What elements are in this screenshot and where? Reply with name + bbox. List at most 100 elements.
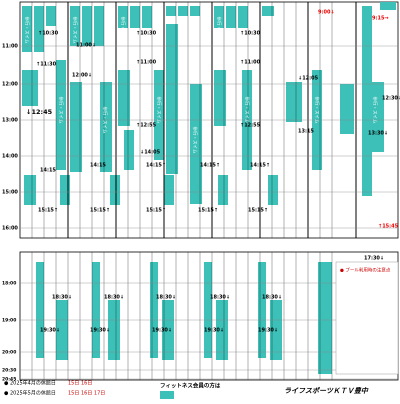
time-label: 18:00	[2, 281, 16, 287]
brand: ライフスポーツＫＴＶ豊中	[284, 386, 369, 395]
activity-block	[226, 6, 236, 28]
time-marker: 19:30↓	[204, 328, 224, 334]
fitness-note: フィットネス会員の方は	[160, 382, 221, 390]
activity-block	[258, 262, 266, 358]
time-label: 20:45	[2, 377, 16, 383]
activity-block	[110, 175, 120, 205]
time-marker: 19:30↓	[152, 328, 172, 334]
lane-label: 歩行・スイム	[24, 17, 31, 44]
time-marker: ↓12:05	[298, 76, 319, 82]
holiday-may-days: 15日 16日 17日	[68, 391, 105, 397]
time-label: 13:00	[2, 118, 18, 124]
activity-block	[238, 6, 248, 28]
activity-block	[268, 175, 278, 205]
time-marker: ↑12:55	[240, 123, 261, 129]
lane-label: 歩行・スイム	[192, 127, 199, 154]
lane-label: 歩行・スイム	[102, 107, 109, 134]
activity-block	[56, 60, 66, 170]
time-marker: 18:30↓	[52, 295, 72, 301]
activity-block	[92, 262, 100, 358]
activity-block	[162, 300, 174, 360]
lane-label: 歩行・スイム	[72, 17, 79, 44]
activity-block	[142, 6, 152, 28]
time-marker: 19:30↓	[40, 328, 60, 334]
activity-block	[108, 300, 120, 360]
lane-label: 歩行・スイム	[156, 97, 163, 124]
time-label: 20:00	[2, 350, 16, 356]
activity-block	[178, 6, 188, 16]
time-marker: 15:15↑	[248, 208, 268, 214]
activity-block	[214, 70, 226, 126]
activity-block	[22, 70, 38, 106]
time-label: 12:00	[2, 82, 18, 88]
lane-label: 歩行・スイム	[58, 97, 65, 124]
time-marker: 15:15↑	[90, 208, 110, 214]
activity-block	[118, 70, 130, 126]
time-marker: 9:00↓	[318, 10, 335, 16]
time-marker: ↑11:00	[240, 60, 261, 66]
time-marker: ↓12:45	[26, 108, 53, 116]
activity-block	[82, 6, 92, 46]
time-marker: ↑11:00	[136, 60, 157, 66]
lane-label: 歩行・スイム	[372, 97, 379, 124]
notes-title: ● プール利用時の注意点	[340, 267, 391, 274]
holiday-april-days: 15日 16日	[68, 381, 92, 387]
activity-block	[70, 6, 80, 46]
activity-block	[24, 175, 36, 205]
time-marker: ↑15:45	[378, 224, 399, 230]
activity-block	[214, 6, 224, 28]
time-marker: 14:15↑	[146, 163, 166, 169]
activity-block	[56, 300, 68, 360]
activity-block	[118, 6, 128, 28]
activity-block	[124, 130, 134, 170]
time-marker: ↑10:30	[38, 31, 59, 37]
time-marker: ↓14:05	[140, 150, 161, 156]
activity-block	[36, 262, 44, 358]
time-marker: 17:30↓	[364, 256, 384, 262]
time-marker: ↑10:30	[136, 31, 157, 37]
time-marker: 18:30↓	[262, 295, 282, 301]
time-marker: 19:30↓	[258, 328, 278, 334]
activity-block	[70, 82, 82, 172]
activity-block	[286, 82, 302, 122]
activity-block	[370, 82, 384, 152]
activity-block	[262, 6, 274, 16]
activity-block	[34, 6, 44, 52]
activity-block	[22, 6, 32, 52]
time-marker: ↑12:55	[136, 123, 157, 129]
activity-block	[164, 175, 174, 205]
lane-label: 歩行・スイム	[120, 17, 127, 44]
activity-block	[340, 84, 354, 134]
notes-box	[335, 261, 399, 375]
activity-block	[270, 300, 282, 360]
time-marker: ↑10:30	[240, 31, 261, 37]
activity-block	[150, 262, 158, 358]
activity-block	[190, 84, 202, 204]
activity-block	[100, 82, 112, 172]
time-marker: 14:15	[90, 163, 106, 169]
time-label: 11:00	[2, 44, 18, 50]
activity-block	[362, 6, 372, 196]
time-marker: 9:15→	[372, 16, 389, 22]
activity-block	[94, 6, 104, 46]
activity-block	[166, 6, 176, 16]
legend-swatch	[160, 391, 174, 399]
time-marker: 14:15	[40, 168, 56, 174]
lane-label: 歩行・スイム	[244, 97, 251, 124]
activity-block	[204, 262, 212, 358]
time-marker: 19:30↓	[90, 328, 110, 334]
time-marker: 18:30↓	[210, 295, 230, 301]
time-label: 16:00	[2, 226, 18, 232]
activity-block	[46, 6, 56, 26]
lane-label: 歩行・スイム	[314, 97, 321, 124]
time-label: 15:00	[2, 190, 18, 196]
time-marker: 14:15↑	[200, 163, 220, 169]
time-label: 19:00	[2, 318, 16, 324]
activity-block	[154, 70, 164, 160]
activity-block	[216, 300, 228, 360]
activity-block	[380, 2, 396, 10]
time-marker: 15:15↑	[38, 208, 58, 214]
lane-label: 歩行・スイム	[216, 17, 223, 44]
activity-block	[130, 6, 140, 28]
